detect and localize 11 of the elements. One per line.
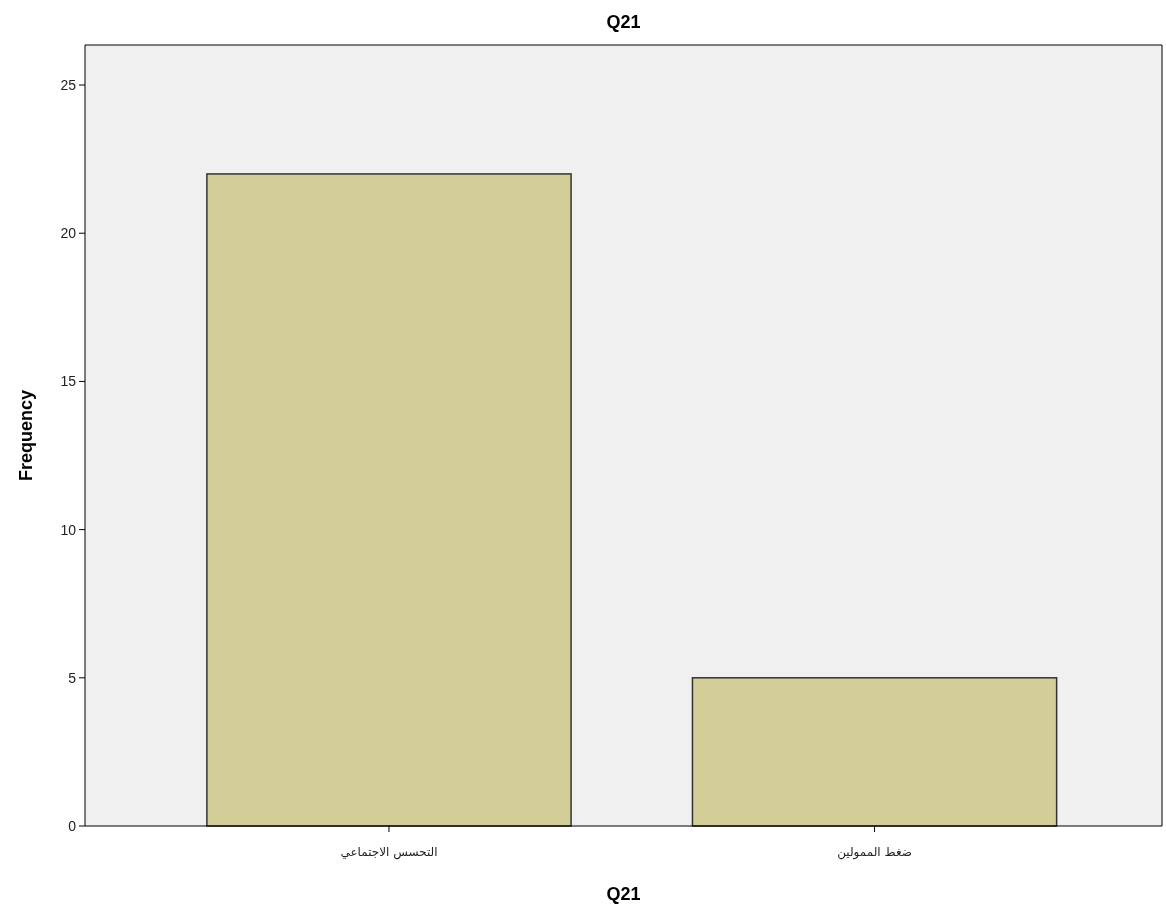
y-tick-label: 15 — [60, 373, 77, 390]
chart-title: Q21 — [606, 12, 641, 32]
x-axis-title: Q21 — [606, 884, 641, 904]
y-tick-label: 10 — [60, 521, 77, 538]
y-tick-label: 5 — [68, 669, 77, 686]
y-tick-label: 0 — [68, 818, 77, 834]
y-tick-label: 20 — [60, 225, 77, 242]
x-tick-label: التحسس الاجتماعي — [340, 845, 438, 860]
y-axis-title: Frequency — [16, 389, 36, 482]
y-tick-label: 25 — [60, 77, 77, 94]
x-tick-label: ضغط الممولين — [837, 845, 912, 860]
